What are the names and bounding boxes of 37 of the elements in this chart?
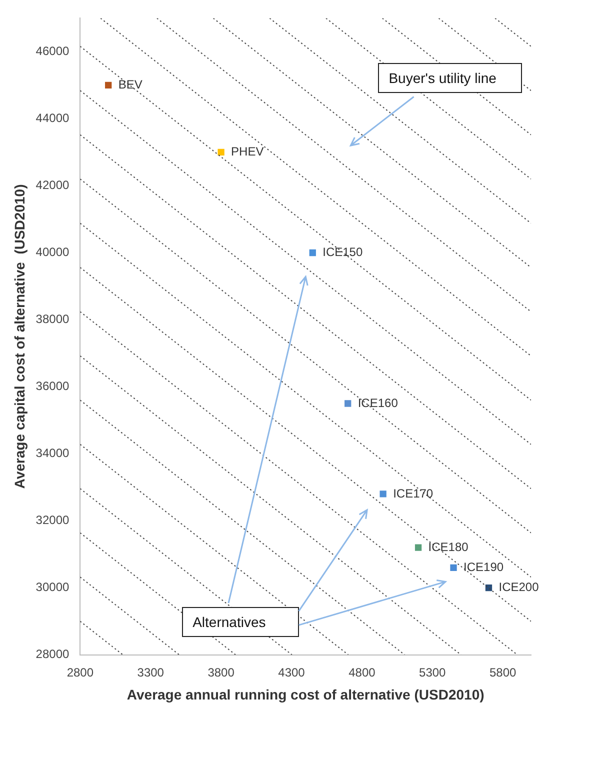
y-tick-label: 44000 bbox=[36, 111, 70, 126]
y-tick-label: 40000 bbox=[36, 245, 70, 260]
y-tick-label: 28000 bbox=[36, 647, 70, 662]
x-tick-label: 3300 bbox=[137, 665, 164, 680]
series-label: BEV bbox=[118, 78, 142, 92]
series-label: ICE200 bbox=[498, 580, 540, 594]
series-label: ICE190 bbox=[464, 560, 504, 574]
series-label: PHEV bbox=[231, 144, 264, 159]
point bbox=[450, 564, 457, 572]
annotation: Buyer's utility line bbox=[378, 62, 522, 93]
point bbox=[414, 544, 422, 551]
point bbox=[218, 148, 224, 156]
x-tick-label: 3800 bbox=[208, 665, 235, 680]
y-tick-label: 30000 bbox=[36, 580, 70, 594]
x-tick-label: 5300 bbox=[419, 665, 446, 680]
x-axis-title: Average annual running cost of alternative (USD2010) bbox=[126, 686, 484, 702]
y-tick-label: 36000 bbox=[36, 379, 70, 394]
x-tick-label: 4300 bbox=[278, 665, 306, 680]
series-label: ICE160 bbox=[358, 396, 398, 410]
annotation: Alternatives bbox=[182, 607, 299, 638]
y-axis-title: Average capital cost of alternative (USD2010) bbox=[11, 184, 28, 489]
point bbox=[105, 82, 112, 89]
y-tick-label: 46000 bbox=[36, 44, 70, 58]
x-tick-label: 4800 bbox=[348, 665, 376, 680]
y-tick-label: 32000 bbox=[36, 513, 70, 528]
point bbox=[309, 249, 316, 256]
series-label: ICE180 bbox=[428, 540, 469, 554]
series-label: ICE150 bbox=[322, 245, 363, 260]
y-tick-label: 42000 bbox=[36, 178, 70, 192]
y-tick-label: 38000 bbox=[36, 312, 70, 326]
point bbox=[485, 584, 492, 592]
point bbox=[380, 490, 386, 498]
x-tick-label: 5800 bbox=[489, 665, 516, 680]
point bbox=[344, 400, 352, 407]
x-tick-label: 2800 bbox=[66, 665, 94, 680]
y-tick-label: 34000 bbox=[36, 446, 70, 460]
series-label: ICE170 bbox=[393, 486, 434, 500]
